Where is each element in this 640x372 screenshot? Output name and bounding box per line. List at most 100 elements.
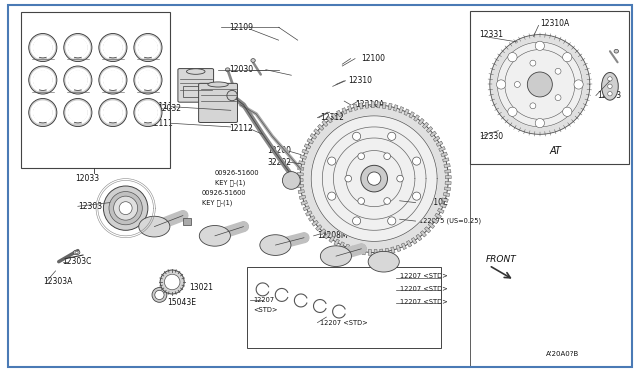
Polygon shape — [317, 124, 324, 131]
Polygon shape — [490, 35, 590, 134]
Polygon shape — [401, 243, 406, 250]
Ellipse shape — [109, 192, 142, 225]
Polygon shape — [356, 247, 360, 254]
Polygon shape — [440, 203, 447, 208]
Ellipse shape — [508, 52, 517, 62]
Ellipse shape — [563, 107, 572, 116]
Ellipse shape — [139, 216, 170, 237]
Ellipse shape — [64, 99, 92, 126]
Ellipse shape — [530, 103, 536, 109]
Ellipse shape — [134, 66, 162, 94]
Text: 12111: 12111 — [150, 102, 173, 111]
Polygon shape — [308, 216, 315, 221]
FancyBboxPatch shape — [178, 68, 214, 102]
Polygon shape — [304, 144, 311, 149]
Text: 12208M: 12208M — [317, 231, 348, 240]
Ellipse shape — [33, 102, 53, 123]
Text: KEY キ-(1): KEY キ-(1) — [215, 179, 245, 186]
Ellipse shape — [29, 99, 57, 126]
Text: 12010: 12010 — [186, 78, 210, 87]
Polygon shape — [418, 118, 424, 125]
Polygon shape — [371, 102, 374, 108]
Ellipse shape — [179, 211, 188, 220]
Bar — [183, 86, 215, 97]
Ellipse shape — [134, 99, 162, 126]
Text: 12312: 12312 — [320, 113, 344, 122]
Text: 12207 <STD>: 12207 <STD> — [320, 320, 368, 326]
Polygon shape — [420, 231, 426, 237]
Ellipse shape — [397, 175, 403, 182]
Polygon shape — [413, 115, 419, 121]
Polygon shape — [439, 147, 445, 151]
Ellipse shape — [328, 192, 336, 200]
Ellipse shape — [530, 60, 536, 66]
Polygon shape — [435, 213, 442, 219]
Ellipse shape — [155, 290, 164, 299]
Text: 12331: 12331 — [479, 30, 503, 39]
Text: 32202: 32202 — [268, 157, 291, 167]
Text: 12310E: 12310E — [419, 198, 447, 207]
Polygon shape — [444, 187, 451, 190]
Polygon shape — [442, 198, 448, 202]
Text: 12207: 12207 — [253, 298, 274, 304]
Ellipse shape — [102, 102, 124, 123]
Text: 12310A: 12310A — [540, 19, 569, 28]
Polygon shape — [380, 249, 383, 255]
Ellipse shape — [361, 165, 387, 192]
Ellipse shape — [555, 95, 561, 100]
Polygon shape — [300, 195, 306, 199]
Polygon shape — [320, 229, 326, 235]
Polygon shape — [422, 122, 429, 128]
Ellipse shape — [160, 270, 184, 294]
Text: 12032: 12032 — [157, 104, 182, 113]
Polygon shape — [428, 222, 435, 228]
Ellipse shape — [508, 107, 517, 116]
Polygon shape — [443, 158, 449, 162]
Ellipse shape — [608, 77, 612, 81]
Polygon shape — [424, 227, 431, 233]
Ellipse shape — [138, 102, 158, 123]
Text: 12207 <STD>: 12207 <STD> — [399, 273, 447, 279]
Ellipse shape — [67, 102, 88, 123]
Polygon shape — [348, 106, 352, 112]
Ellipse shape — [602, 73, 618, 100]
Polygon shape — [445, 182, 451, 185]
Ellipse shape — [67, 70, 88, 90]
Bar — [183, 218, 191, 225]
Ellipse shape — [388, 217, 396, 225]
Bar — [470, 11, 629, 164]
Ellipse shape — [300, 233, 308, 242]
Ellipse shape — [497, 80, 506, 89]
Ellipse shape — [138, 70, 158, 90]
Polygon shape — [436, 141, 443, 147]
Polygon shape — [444, 192, 450, 196]
Ellipse shape — [574, 80, 583, 89]
Ellipse shape — [208, 82, 228, 87]
Bar — [20, 13, 170, 167]
Polygon shape — [406, 240, 412, 247]
Polygon shape — [383, 102, 386, 109]
Ellipse shape — [358, 153, 365, 160]
Text: 12310: 12310 — [349, 76, 372, 85]
Ellipse shape — [388, 132, 396, 140]
Text: 12333: 12333 — [597, 91, 621, 100]
Polygon shape — [299, 161, 305, 165]
Polygon shape — [377, 102, 380, 108]
Ellipse shape — [33, 70, 53, 90]
Ellipse shape — [99, 99, 127, 126]
Text: 13021: 13021 — [189, 283, 213, 292]
Ellipse shape — [104, 186, 148, 230]
Text: 12330: 12330 — [479, 132, 504, 141]
Ellipse shape — [199, 225, 230, 246]
Polygon shape — [305, 211, 312, 216]
Ellipse shape — [67, 37, 88, 58]
Polygon shape — [445, 176, 451, 179]
Polygon shape — [301, 201, 307, 205]
Text: 12207 <STD>: 12207 <STD> — [399, 286, 447, 292]
Ellipse shape — [614, 49, 618, 53]
Polygon shape — [345, 244, 349, 251]
Ellipse shape — [251, 59, 255, 62]
Polygon shape — [314, 129, 320, 135]
Text: 12303A: 12303A — [43, 278, 72, 286]
Polygon shape — [337, 110, 342, 117]
